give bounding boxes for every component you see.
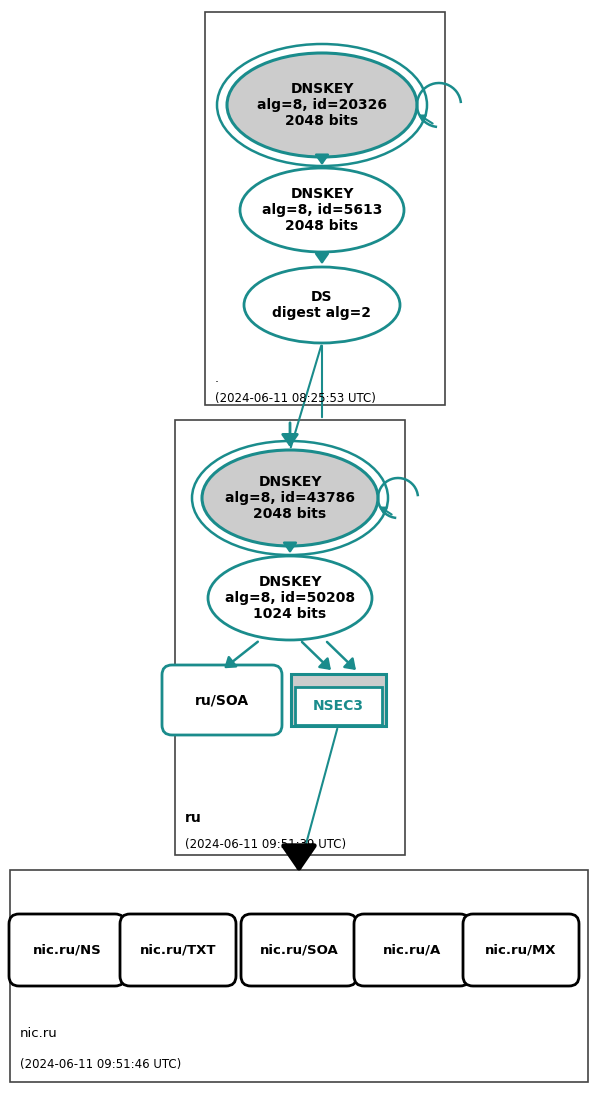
Text: (2024-06-11 09:51:39 UTC): (2024-06-11 09:51:39 UTC) [185, 838, 346, 851]
Text: nic.ru/A: nic.ru/A [383, 943, 441, 956]
Ellipse shape [244, 267, 400, 344]
Text: nic.ru/SOA: nic.ru/SOA [259, 943, 338, 956]
Text: NSEC3: NSEC3 [313, 699, 364, 713]
Text: (2024-06-11 08:25:53 UTC): (2024-06-11 08:25:53 UTC) [215, 392, 376, 405]
FancyBboxPatch shape [463, 913, 579, 986]
Text: nic.ru/TXT: nic.ru/TXT [140, 943, 216, 956]
FancyBboxPatch shape [10, 870, 588, 1082]
Text: DNSKEY
alg=8, id=50208
1024 bits: DNSKEY alg=8, id=50208 1024 bits [225, 574, 355, 621]
FancyBboxPatch shape [120, 913, 236, 986]
FancyBboxPatch shape [162, 665, 282, 735]
FancyBboxPatch shape [205, 12, 445, 405]
Text: DS
digest alg=2: DS digest alg=2 [273, 290, 371, 321]
FancyBboxPatch shape [354, 913, 470, 986]
FancyBboxPatch shape [291, 674, 386, 726]
Text: (2024-06-11 09:51:46 UTC): (2024-06-11 09:51:46 UTC) [20, 1058, 181, 1071]
FancyBboxPatch shape [9, 913, 125, 986]
Text: DNSKEY
alg=8, id=43786
2048 bits: DNSKEY alg=8, id=43786 2048 bits [225, 475, 355, 521]
Ellipse shape [202, 450, 378, 546]
Ellipse shape [227, 53, 417, 158]
FancyBboxPatch shape [295, 687, 382, 725]
FancyBboxPatch shape [241, 913, 357, 986]
Text: .: . [215, 372, 219, 385]
Text: ru: ru [185, 811, 202, 825]
FancyBboxPatch shape [175, 420, 405, 856]
Ellipse shape [208, 556, 372, 640]
Text: nic.ru/NS: nic.ru/NS [32, 943, 101, 956]
Text: DNSKEY
alg=8, id=5613
2048 bits: DNSKEY alg=8, id=5613 2048 bits [262, 187, 382, 233]
Text: nic.ru: nic.ru [20, 1027, 58, 1040]
Text: ru/SOA: ru/SOA [195, 693, 249, 707]
Ellipse shape [240, 168, 404, 252]
Text: nic.ru/MX: nic.ru/MX [485, 943, 556, 956]
Text: DNSKEY
alg=8, id=20326
2048 bits: DNSKEY alg=8, id=20326 2048 bits [257, 82, 387, 128]
